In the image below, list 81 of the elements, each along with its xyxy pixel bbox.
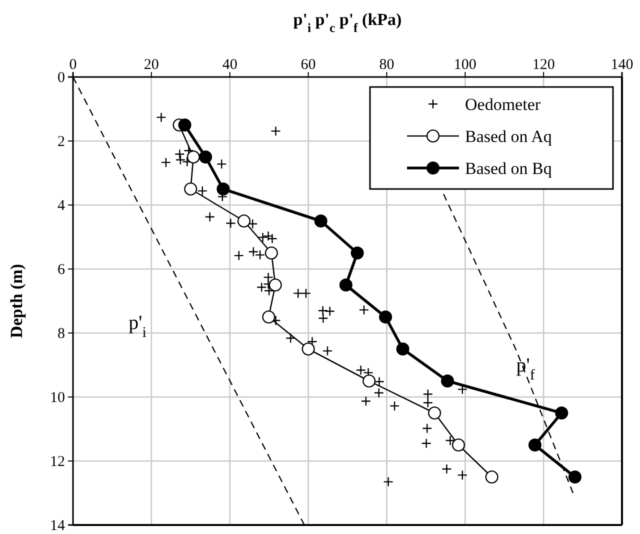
point [263,272,274,282]
y-tick-label: 4 [58,198,66,214]
point [267,234,278,244]
point [318,306,328,316]
point [270,126,281,136]
point [268,278,282,292]
point [160,157,172,168]
x-tick-label: 120 [532,57,555,73]
x-tick-label: 60 [300,57,316,73]
legend-label: Based on Bq [465,159,552,178]
point [178,118,192,132]
point [457,470,468,480]
text: p'$_{i}$ [128,312,146,341]
point [445,435,456,446]
point [339,278,352,292]
legend-label: Based on Aq [465,127,552,146]
point [186,150,200,164]
point [428,406,442,420]
y-tick-label: 14 [50,518,66,534]
y-tick-label: 0 [58,70,65,86]
point [421,438,432,448]
point [350,246,364,260]
point [356,365,366,376]
point [264,246,278,260]
point [422,389,433,400]
point [175,154,186,165]
point [374,376,384,387]
point [442,464,452,474]
point [383,476,394,487]
point [156,112,166,122]
x-tick-label: 100 [454,57,476,73]
point [374,388,384,398]
point [263,230,274,242]
legend-label: Oedometer [465,95,541,114]
y-tick-label: 2 [58,134,65,150]
x-tick-label: 40 [222,57,238,73]
point [302,342,315,356]
x-tick-label: 0 [69,57,77,73]
point [286,333,296,344]
point [204,212,215,222]
point [318,313,328,324]
point [184,182,198,196]
x-tick-label: 20 [144,57,159,73]
y-tick-label: 6 [58,262,66,278]
point [396,342,410,356]
point [422,423,432,434]
point [422,398,433,408]
point [555,406,568,420]
point [234,250,244,261]
point [485,470,498,484]
point [314,214,328,228]
point [440,374,454,388]
x-tick-label: 140 [610,57,634,73]
x-tick-label: 80 [379,57,394,73]
point [197,186,208,196]
point [216,182,230,196]
point [379,310,392,324]
point [199,150,212,164]
point [452,438,465,452]
point [389,400,400,412]
point [216,158,227,170]
point [258,232,268,242]
point [292,288,304,298]
point [358,304,370,316]
series-label: p'$_{f}$ [516,354,535,384]
point [528,438,542,452]
y-tick-label: 8 [58,326,65,342]
point [362,374,376,388]
point [322,346,333,356]
point [568,470,582,484]
point [174,149,185,160]
point [237,214,250,228]
x-axis-title: p'$_{i}$ p'$_{c}$ p'$_{f}$ (kPa) [293,10,402,35]
point [300,288,312,298]
y-axis-title: Depth (m) [7,264,26,338]
y-tick-label: 12 [50,454,65,470]
point [262,310,276,324]
y-tick-label: 10 [50,390,65,406]
point [324,306,335,316]
point [360,396,372,406]
point [226,218,236,228]
